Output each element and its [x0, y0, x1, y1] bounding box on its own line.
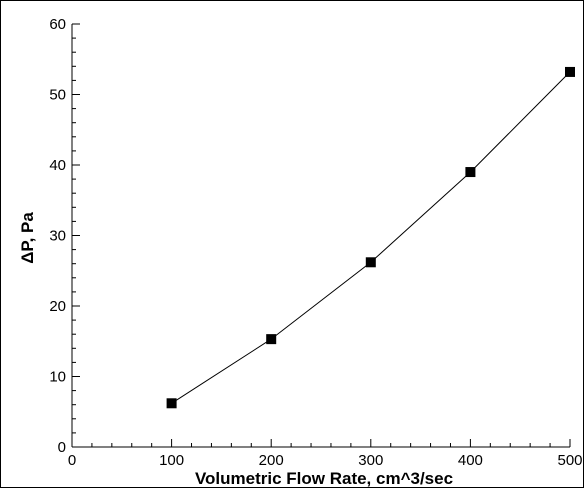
y-tick-label: 10	[49, 369, 66, 386]
x-tick-label: 500	[557, 452, 582, 469]
x-tick-label: 0	[68, 452, 76, 469]
ticks	[71, 23, 571, 448]
x-tick-label: 300	[358, 452, 383, 469]
x-tick-label: 100	[159, 452, 184, 469]
x-tick-label: 200	[259, 452, 284, 469]
x-axis-title: Volumetric Flow Rate, cm^3/sec	[195, 469, 453, 488]
y-tick-label: 0	[58, 439, 66, 456]
y-axis-title: ΔP, Pa	[18, 212, 37, 264]
y-tick-label: 60	[49, 16, 66, 33]
series-line	[171, 71, 571, 404]
x-tick-label: 400	[458, 452, 483, 469]
data-point	[465, 167, 476, 178]
y-tick-label: 30	[49, 228, 66, 245]
y-tick-label: 50	[49, 87, 66, 104]
data-point	[365, 257, 376, 268]
markers	[166, 66, 575, 409]
tick-labels: 0 100 200 300 400 500 0 10 20 30 40 50 60	[49, 16, 582, 469]
y-tick-label: 20	[49, 298, 66, 315]
y-tick-label: 40	[49, 157, 66, 174]
data-point	[565, 66, 575, 77]
data-point	[266, 334, 277, 345]
data-point	[166, 398, 177, 409]
